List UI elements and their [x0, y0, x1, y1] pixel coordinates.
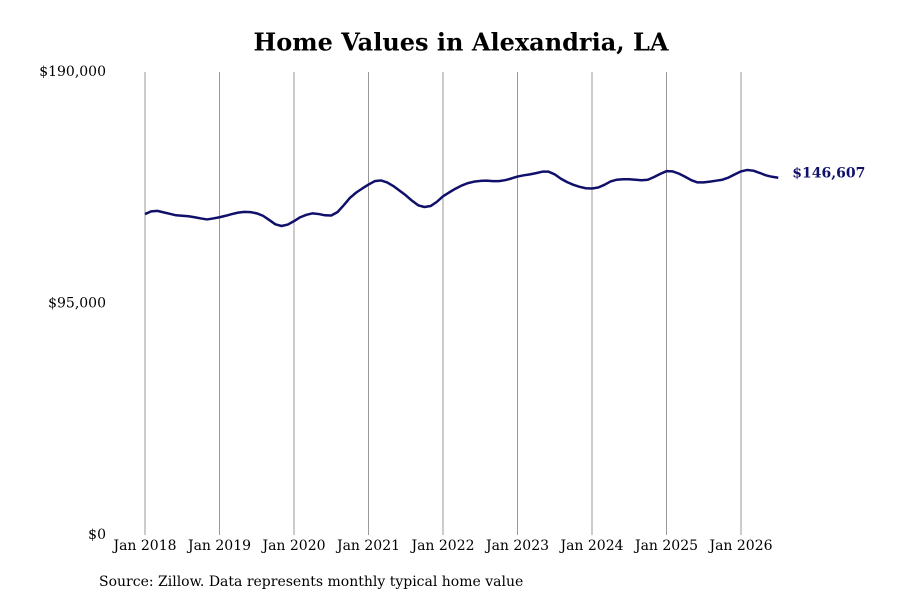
x-tick-label: Jan 2025: [633, 538, 698, 554]
end-value-label: $146,607: [792, 166, 865, 182]
data-line: [144, 168, 779, 228]
x-tick-label: Jan 2020: [260, 538, 325, 554]
x-tick-label: Jan 2021: [335, 538, 400, 554]
y-tick-label: $190,000: [39, 64, 106, 80]
x-tick-label: Jan 2019: [186, 538, 251, 554]
y-tick-label: $0: [88, 527, 106, 543]
x-tick-label: Jan 2024: [558, 538, 623, 554]
y-tick-label: $95,000: [48, 296, 106, 312]
x-tick-label: Jan 2018: [111, 538, 176, 554]
x-tick-label: Jan 2022: [409, 538, 474, 554]
source-note: Source: Zillow. Data represents monthly …: [99, 574, 523, 590]
chart-title: Home Values in Alexandria, LA: [254, 28, 669, 57]
x-tick-label: Jan 2023: [484, 538, 549, 554]
x-tick-label: Jan 2026: [707, 538, 772, 554]
